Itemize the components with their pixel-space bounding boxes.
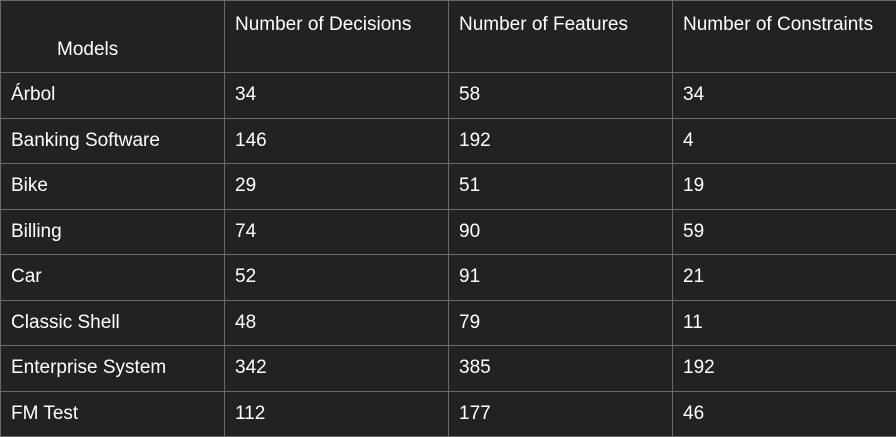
- cell-model: Billing: [1, 209, 225, 255]
- cell-decisions: 112: [225, 391, 449, 437]
- table-row: Car 52 91 21: [1, 255, 896, 301]
- table-row: Banking Software 146 192 4: [1, 118, 896, 164]
- cell-model: Bike: [1, 164, 225, 210]
- cell-features: 79: [449, 300, 673, 346]
- cell-constraints: 21: [673, 255, 896, 301]
- table-body: Árbol 34 58 34 Banking Software 146 192 …: [1, 73, 896, 437]
- table-row: Enterprise System 342 385 192: [1, 346, 896, 392]
- cell-decisions: 146: [225, 118, 449, 164]
- cell-constraints: 59: [673, 209, 896, 255]
- cell-model: Banking Software: [1, 118, 225, 164]
- cell-features: 51: [449, 164, 673, 210]
- cell-features: 58: [449, 73, 673, 119]
- cell-features: 192: [449, 118, 673, 164]
- cell-decisions: 34: [225, 73, 449, 119]
- cell-model: Árbol: [1, 73, 225, 119]
- cell-constraints: 192: [673, 346, 896, 392]
- table-row: FM Test 112 177 46: [1, 391, 896, 437]
- cell-model: FM Test: [1, 391, 225, 437]
- cell-constraints: 46: [673, 391, 896, 437]
- cell-decisions: 48: [225, 300, 449, 346]
- cell-features: 177: [449, 391, 673, 437]
- cell-constraints: 11: [673, 300, 896, 346]
- table-row: Bike 29 51 19: [1, 164, 896, 210]
- cell-model: Car: [1, 255, 225, 301]
- table-row: Classic Shell 48 79 11: [1, 300, 896, 346]
- table-header: Models Number of Decisions Number of Fea…: [1, 1, 896, 73]
- header-number-of-constraints: Number of Constraints: [673, 1, 896, 73]
- table-row: Billing 74 90 59: [1, 209, 896, 255]
- header-row: Models Number of Decisions Number of Fea…: [1, 1, 896, 73]
- cell-decisions: 74: [225, 209, 449, 255]
- cell-constraints: 4: [673, 118, 896, 164]
- header-number-of-features: Number of Features: [449, 1, 673, 73]
- cell-features: 90: [449, 209, 673, 255]
- cell-features: 91: [449, 255, 673, 301]
- header-number-of-decisions: Number of Decisions: [225, 1, 449, 73]
- cell-features: 385: [449, 346, 673, 392]
- cell-model: Enterprise System: [1, 346, 225, 392]
- table-row: Árbol 34 58 34: [1, 73, 896, 119]
- cell-constraints: 19: [673, 164, 896, 210]
- header-models: Models: [1, 1, 225, 73]
- cell-model: Classic Shell: [1, 300, 225, 346]
- cell-decisions: 342: [225, 346, 449, 392]
- cell-decisions: 52: [225, 255, 449, 301]
- cell-decisions: 29: [225, 164, 449, 210]
- cell-constraints: 34: [673, 73, 896, 119]
